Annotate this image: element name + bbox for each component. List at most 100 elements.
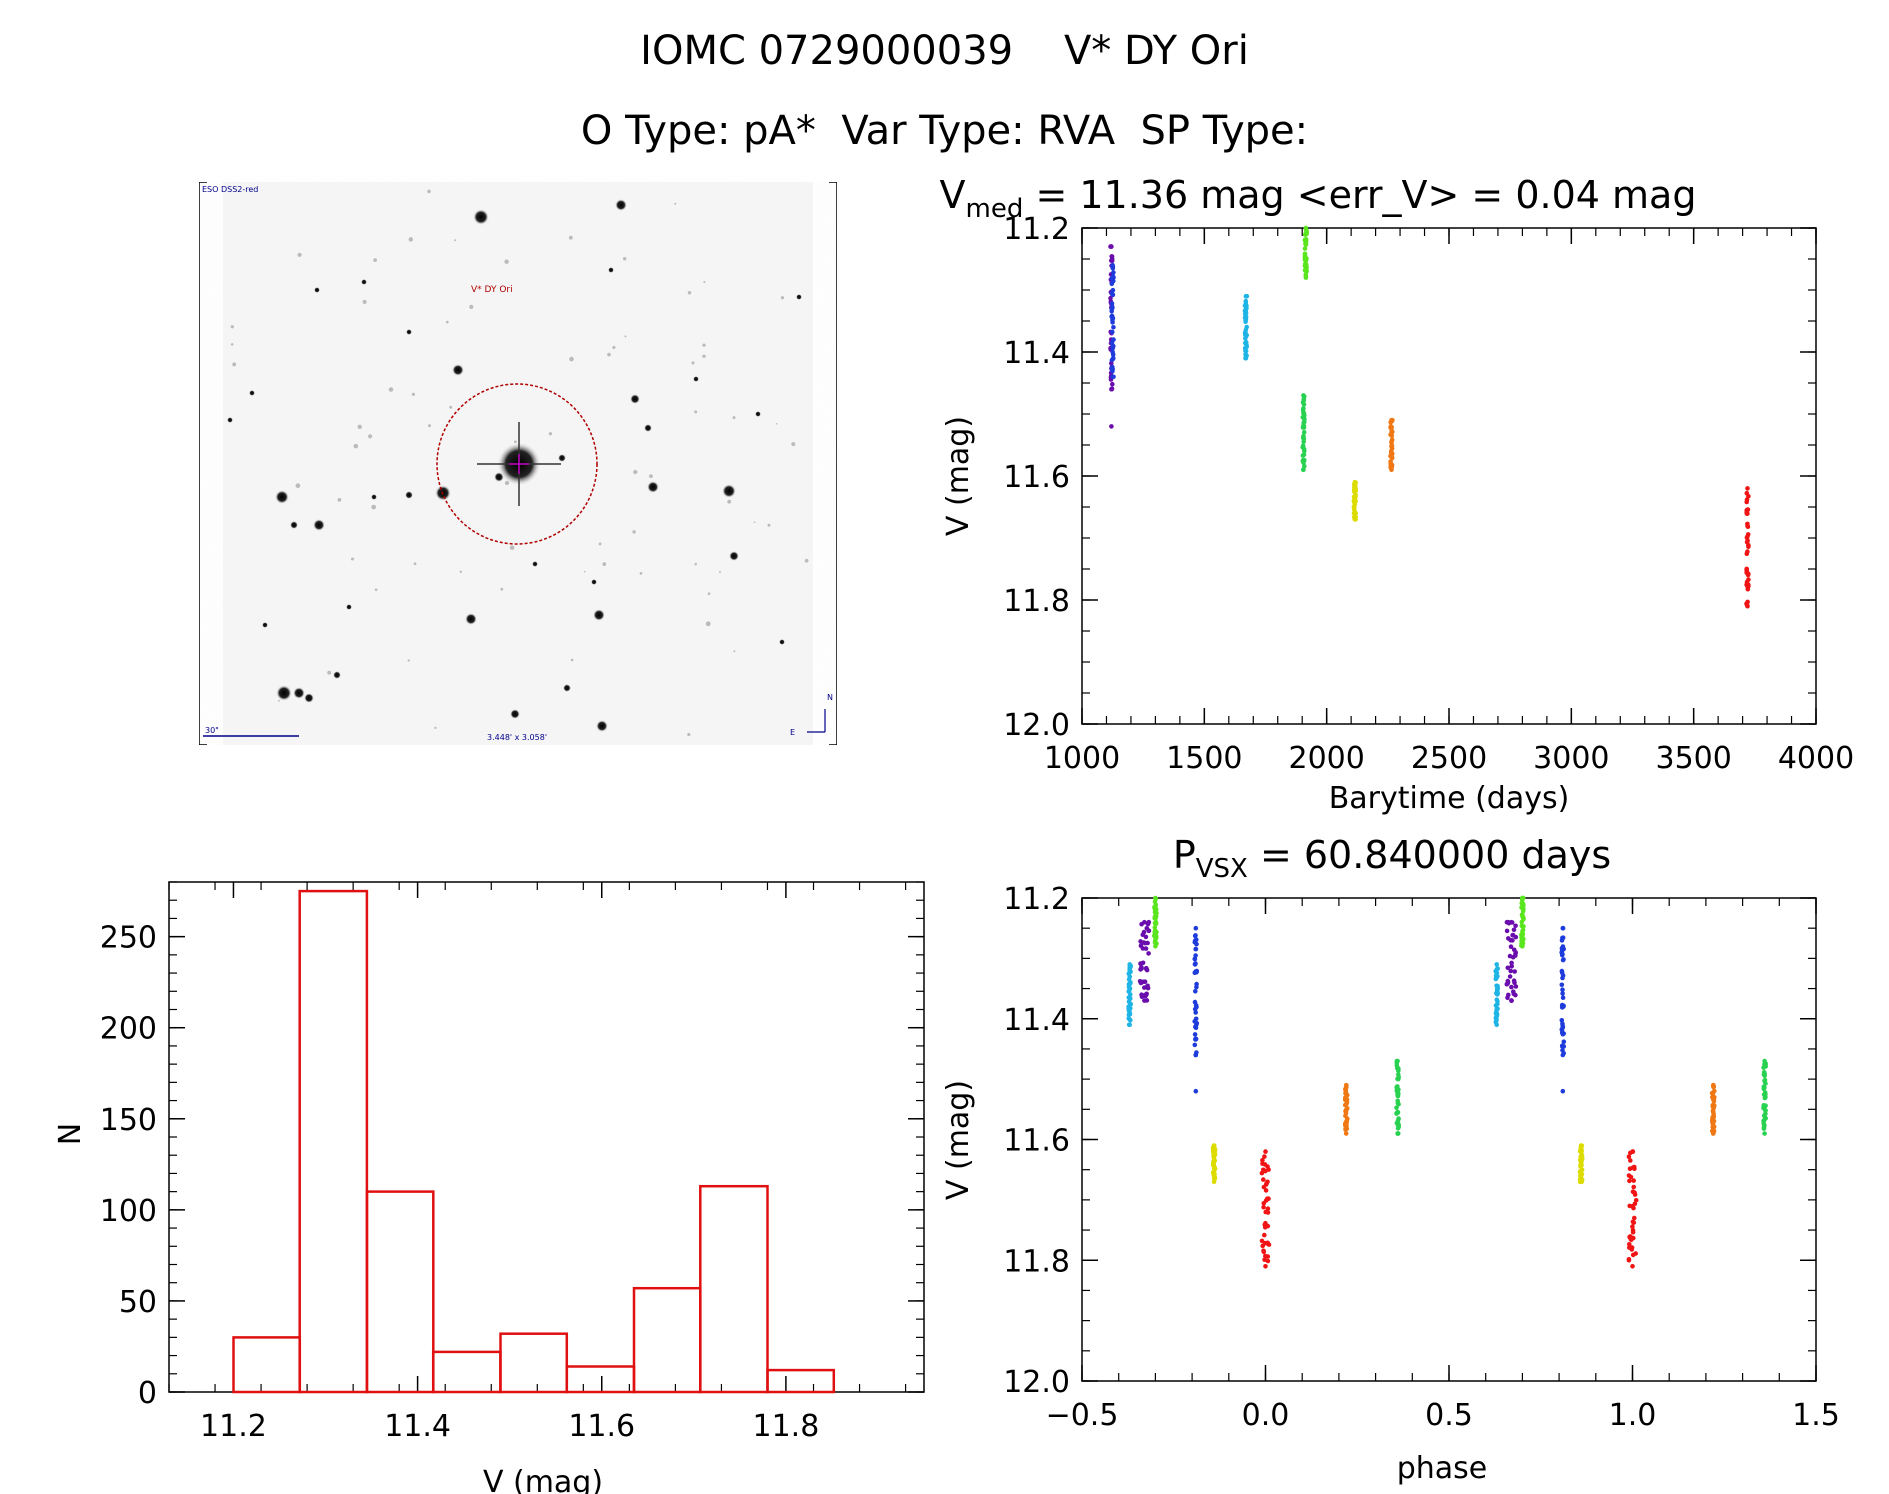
x-tick-label: 1500 — [1166, 741, 1242, 776]
faint-star — [407, 659, 410, 662]
data-point — [1211, 1176, 1217, 1181]
data-point — [1110, 275, 1116, 280]
data-point — [1266, 1167, 1271, 1172]
data-point — [1302, 416, 1307, 422]
data-point — [1746, 494, 1751, 499]
faint-star — [413, 562, 417, 566]
data-point — [1507, 953, 1513, 959]
x-tick-label: 1000 — [1044, 741, 1120, 776]
data-point — [1211, 1179, 1217, 1185]
histogram-bar — [365, 1190, 435, 1394]
data-point — [1259, 1238, 1265, 1244]
data-point — [1302, 448, 1307, 454]
data-point — [1301, 439, 1306, 445]
data-point — [1560, 1031, 1566, 1037]
data-point — [1711, 1105, 1716, 1111]
star — [293, 687, 305, 699]
x-tick-label: 2500 — [1411, 741, 1487, 776]
data-point — [1152, 915, 1157, 921]
data-point — [1352, 517, 1358, 522]
data-point — [1211, 1155, 1217, 1160]
data-point — [1302, 257, 1308, 263]
data-point — [1495, 992, 1500, 997]
faint-star — [733, 650, 736, 653]
data-point — [1109, 291, 1115, 297]
data-point — [1243, 355, 1249, 361]
data-point — [1146, 928, 1151, 934]
scale-label: 30" — [205, 726, 219, 735]
histogram-bar — [431, 1350, 502, 1394]
data-point — [1746, 583, 1751, 589]
data-point — [1560, 975, 1565, 981]
data-point — [1394, 1105, 1399, 1110]
data-point — [1560, 995, 1566, 1000]
data-point — [1265, 1210, 1271, 1215]
data-point — [1508, 938, 1513, 943]
data-point — [1513, 923, 1518, 929]
survey-label: ESO DSS2-red — [202, 185, 258, 194]
faint-star — [411, 392, 416, 396]
data-point — [1146, 951, 1151, 956]
y-tick-label: 11.4 — [1003, 1003, 1070, 1038]
faint-star — [691, 361, 695, 365]
data-point — [1128, 969, 1133, 974]
y-tick-label: 0 — [138, 1376, 157, 1411]
data-point — [1262, 1257, 1267, 1262]
data-point — [1192, 933, 1198, 939]
faint-star — [732, 416, 736, 420]
data-point — [1302, 464, 1307, 469]
faint-star — [583, 570, 586, 573]
data-point — [1395, 1058, 1400, 1064]
data-point — [1139, 966, 1144, 971]
data-point — [1243, 336, 1248, 341]
data-point — [1396, 1101, 1401, 1107]
data-point — [1261, 1184, 1267, 1190]
star — [262, 622, 268, 628]
star — [275, 490, 289, 504]
data-point — [1146, 919, 1152, 925]
faint-star — [705, 621, 711, 627]
data-point — [1109, 244, 1114, 249]
x-tick-label: 4000 — [1778, 741, 1854, 776]
data-point — [1493, 969, 1498, 974]
data-point — [1579, 1168, 1584, 1173]
faint-star — [454, 239, 457, 242]
data-point — [1744, 539, 1750, 545]
star — [406, 329, 412, 335]
data-point — [1192, 1042, 1198, 1048]
data-point — [1559, 1005, 1565, 1010]
y-tick-label: 50 — [119, 1285, 157, 1320]
finder-chart-svg: ESO DSS2-red V* DY Ori 30" 3.448' x 3.05… — [198, 181, 838, 746]
data-point — [1192, 999, 1198, 1005]
star — [722, 484, 736, 498]
y-tick-label: 11.6 — [1003, 460, 1070, 495]
star — [465, 613, 477, 625]
faint-star — [753, 521, 756, 524]
data-point — [1560, 935, 1566, 940]
data-point — [1153, 944, 1158, 949]
data-point — [1109, 305, 1115, 311]
star — [779, 639, 785, 645]
faint-star — [459, 570, 463, 574]
data-point — [1110, 381, 1115, 387]
star — [796, 294, 802, 300]
star — [630, 394, 640, 404]
star — [405, 491, 413, 499]
data-point — [1301, 467, 1306, 473]
lc-xlabel: Barytime (days) — [1329, 781, 1570, 816]
x-tick-label: 11.4 — [384, 1409, 451, 1444]
data-point — [1194, 1022, 1199, 1027]
star — [563, 684, 571, 692]
faint-star — [804, 558, 809, 563]
data-point — [1126, 995, 1131, 1000]
data-point — [1303, 237, 1309, 242]
data-point — [1260, 1158, 1265, 1163]
data-point — [1303, 266, 1309, 272]
data-point — [1513, 953, 1518, 958]
data-point — [1389, 446, 1395, 451]
data-point — [1211, 1169, 1217, 1175]
data-point — [1110, 374, 1115, 380]
data-point — [1111, 337, 1116, 342]
faint-star — [427, 189, 431, 194]
